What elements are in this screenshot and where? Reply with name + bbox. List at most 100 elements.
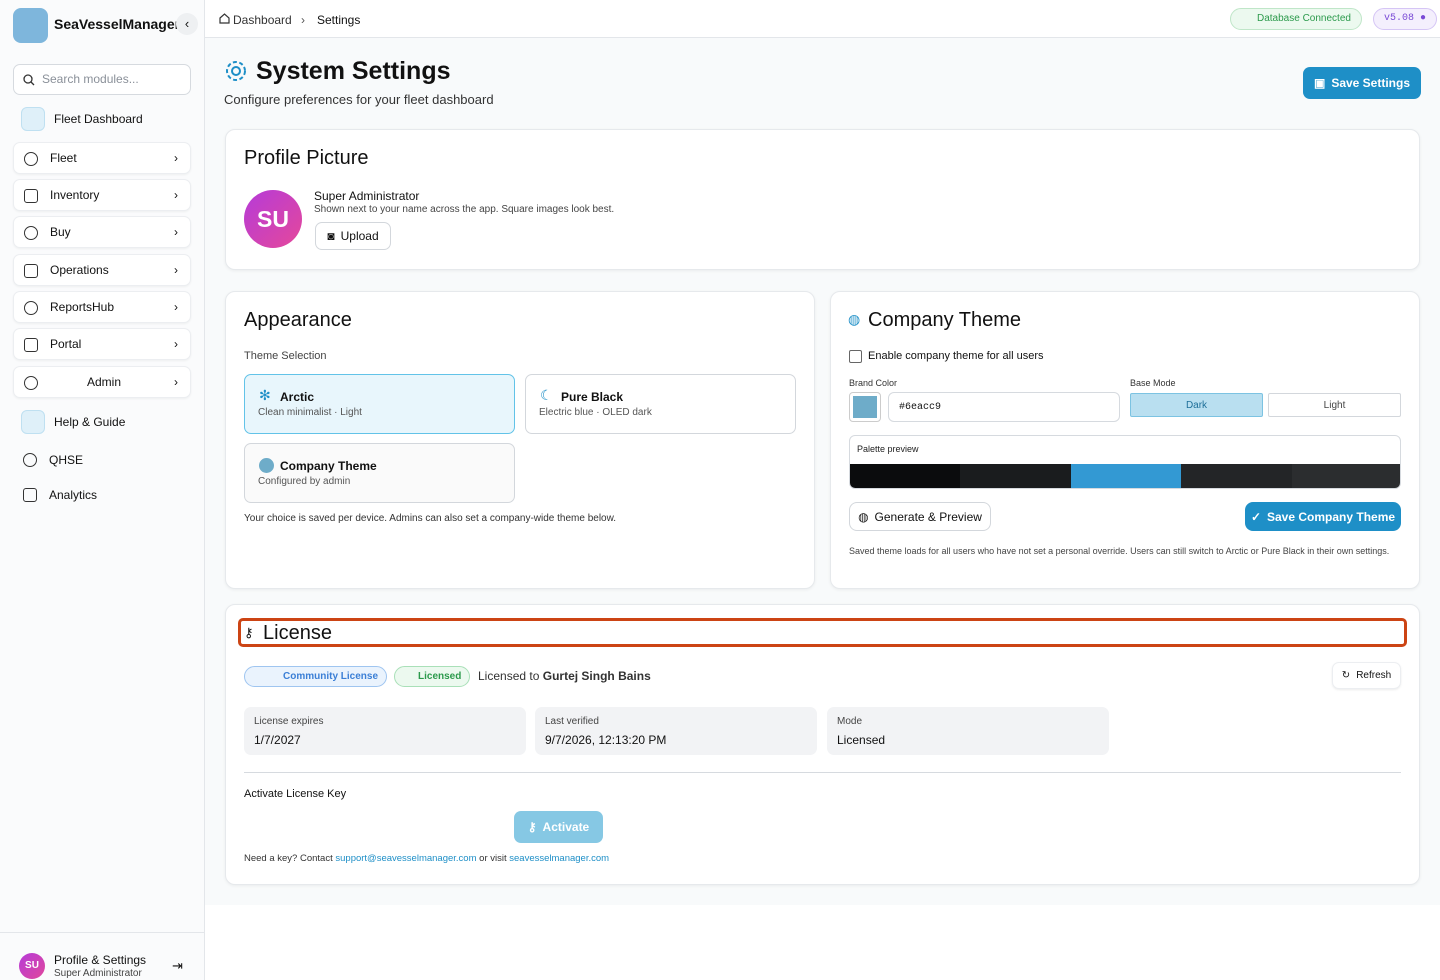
save-company-theme-label: Save Company Theme (1267, 509, 1396, 524)
color-swatch (853, 396, 877, 418)
breadcrumb-link[interactable]: Dashboard (233, 13, 292, 27)
collapse-button[interactable]: ‹ (176, 13, 198, 35)
chevron: › (174, 375, 178, 389)
palette-icon: ◍ (848, 311, 861, 327)
generate-label: Generate & Preview (874, 509, 982, 524)
section-label: Theme Selection (244, 350, 327, 362)
color-value: #6eacc9 (899, 402, 942, 413)
badge-text: Licensed (418, 671, 462, 682)
nav-item[interactable]: Portal › (13, 328, 191, 360)
card-title: Profile Picture (244, 147, 369, 169)
palette-swatch (850, 464, 961, 488)
upload-button[interactable]: ◙ Upload (315, 222, 391, 250)
color-picker[interactable] (849, 392, 881, 422)
profile-name: Profile & Settings (54, 953, 147, 967)
nav-icon (24, 189, 38, 203)
save-settings-button[interactable]: ▣ Save Settings (1303, 67, 1421, 99)
theme-option[interactable]: Pure Black Electric blue · OLED dark ☾ (525, 374, 796, 434)
licensee: Gurtej Singh Bains (542, 669, 651, 683)
company-theme-card (830, 291, 1420, 589)
mode-button[interactable]: Light (1268, 393, 1401, 417)
nav-icon (24, 338, 38, 352)
license-help: Need a key? Contact support@seavesselman… (244, 853, 609, 864)
nav-item[interactable]: Fleet Dashboard (13, 103, 191, 135)
stat-label: License expires (254, 716, 324, 727)
nav-item[interactable]: Buy › (13, 216, 191, 248)
nav-item[interactable]: Inventory › (13, 179, 191, 211)
breadcrumb-separator: › (301, 13, 305, 27)
snow-icon: ✻ (259, 387, 271, 403)
key-icon: ⚷ (244, 625, 254, 640)
nav-item[interactable]: Help & Guide (13, 406, 191, 438)
enable-checkbox[interactable] (849, 350, 862, 363)
color-dot (259, 458, 274, 473)
generate-button[interactable]: ◍ Generate & Preview (849, 502, 991, 531)
nav-icon (24, 226, 38, 240)
email-link[interactable]: support@seavesselmanager.com (335, 853, 477, 864)
nav-label: Operations (50, 263, 109, 277)
site-link[interactable]: seavesselmanager.com (509, 853, 610, 864)
sidebar: SeaVesselManager ‹ Search modules... Fle… (0, 0, 205, 980)
activate-label: Activate License Key (244, 788, 347, 800)
nav-label: Admin (87, 375, 122, 389)
upload-label: Upload (340, 229, 379, 243)
mode-button[interactable]: Dark (1130, 393, 1263, 417)
palette-swatch (1070, 464, 1182, 488)
nav-item[interactable]: Operations › (13, 254, 191, 286)
nav-label: QHSE (49, 453, 84, 467)
chevron: › (174, 151, 178, 165)
db-status-text: Database Connected (1257, 13, 1351, 24)
logout-button[interactable]: ⇥ (172, 958, 183, 973)
nav-icon (24, 376, 38, 390)
nav-item[interactable]: Analytics (13, 479, 191, 511)
page-subtitle: Configure preferences for your fleet das… (224, 92, 494, 107)
nav-label: Analytics (49, 488, 98, 502)
refresh-label: Refresh (1356, 670, 1392, 681)
theme-name: Company Theme (280, 459, 377, 473)
help-text: or visit (479, 853, 507, 864)
field-label: Base Mode (1130, 378, 1176, 388)
nav-item[interactable]: Admin › (13, 366, 191, 398)
help-text: Need a key? Contact (244, 853, 333, 864)
nav-item[interactable]: Fleet › (13, 142, 191, 174)
nav-icon (23, 488, 37, 502)
profile-avatar-large: SU (244, 190, 302, 248)
status-badge: Licensed (394, 666, 471, 687)
theme-option[interactable]: Arctic Clean minimalist · Light ✻ (244, 374, 515, 434)
theme-description: Configured by admin (258, 476, 351, 487)
version-text: v5.08 (1384, 13, 1415, 24)
enable-label: Enable company theme for all users (868, 350, 1044, 362)
save-company-theme-button[interactable]: ✓ Save Company Theme (1245, 502, 1401, 531)
db-status: Database Connected (1230, 8, 1362, 30)
moon-icon: ☾ (540, 387, 553, 403)
appearance-note: Your choice is saved per device. Admins … (244, 513, 617, 524)
palette-swatch (1181, 464, 1292, 488)
settings-icon (226, 61, 246, 81)
company-theme-note: Saved theme loads for all users who have… (849, 546, 1390, 556)
color-input[interactable]: #6eacc9 (888, 392, 1120, 422)
palette-preview: Palette preview (849, 435, 1401, 489)
search-input[interactable]: Search modules... (13, 64, 191, 95)
theme-option[interactable]: Company Theme Configured by admin (244, 443, 515, 503)
profile-footer[interactable] (0, 932, 204, 980)
nav-label: Help & Guide (54, 415, 126, 429)
page-title: System Settings (256, 57, 451, 85)
profile-name: Super Administrator (314, 189, 420, 203)
card-title: Company Theme (868, 309, 1022, 331)
refresh-button[interactable]: ↻ Refresh (1332, 662, 1401, 689)
nav-item[interactable]: ReportsHub › (13, 291, 191, 323)
stat-box: License expires 1/7/2027 (244, 707, 526, 755)
theme-name: Arctic (280, 390, 315, 404)
nav-item[interactable]: QHSE (13, 444, 191, 476)
licensed-to: Licensed to Gurtej Singh Bains (478, 669, 651, 683)
activate-button[interactable]: ⚷ Activate (514, 811, 603, 843)
stat-label: Mode (837, 716, 863, 727)
field-label: Brand Color (849, 378, 898, 388)
nav-icon (21, 410, 45, 434)
nav-icon (21, 107, 45, 131)
highlight-box (238, 618, 1407, 647)
nav-icon (24, 152, 38, 166)
brand-name: SeaVesselManager (54, 16, 181, 32)
